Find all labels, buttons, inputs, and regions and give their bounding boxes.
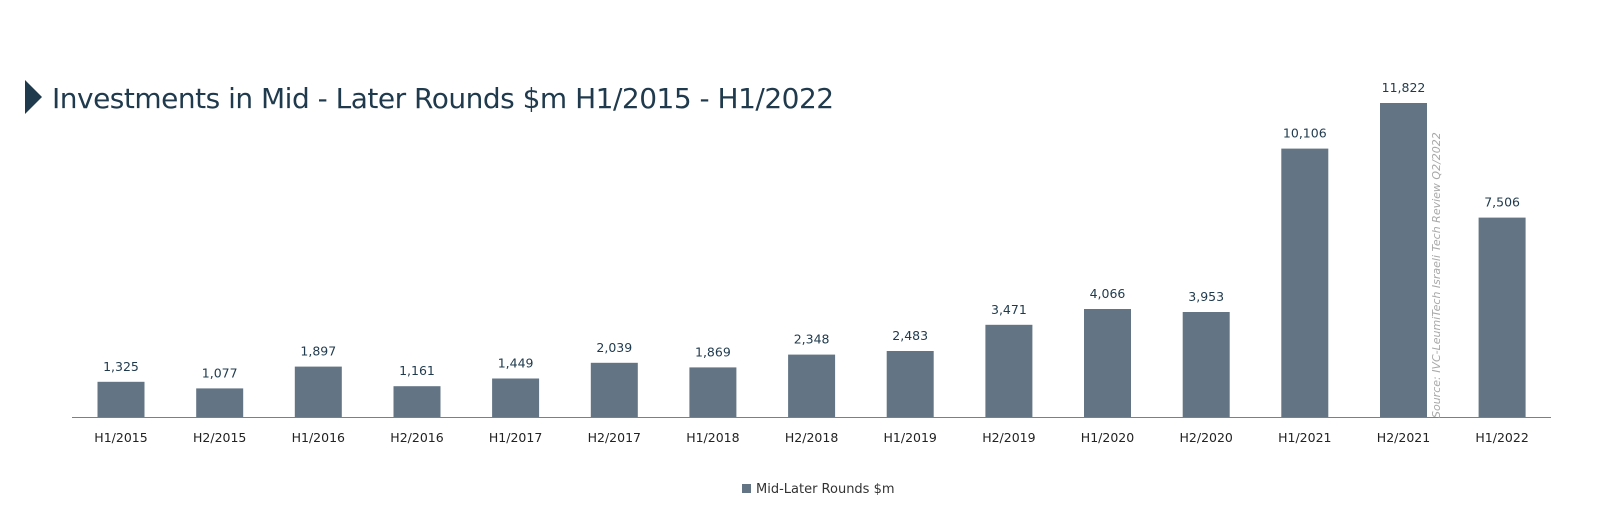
bar-H1-2018 xyxy=(689,367,737,417)
bar-H2-2016 xyxy=(393,386,441,417)
x-tick-label: H1/2017 xyxy=(489,430,542,445)
value-label: 11,822 xyxy=(1382,80,1426,95)
bar-H1-2016 xyxy=(294,366,342,417)
title-marker-icon xyxy=(25,80,42,114)
x-tick-label: H2/2021 xyxy=(1377,430,1430,445)
value-label: 4,066 xyxy=(1090,286,1126,301)
bar-H1-2021 xyxy=(1281,148,1329,417)
legend-swatch xyxy=(742,484,751,493)
x-tick-label: H2/2019 xyxy=(982,430,1035,445)
value-label: 10,106 xyxy=(1283,126,1327,141)
bar-H2-2020 xyxy=(1182,312,1230,417)
bar-H2-2017 xyxy=(590,362,638,417)
x-tick-label: H1/2018 xyxy=(686,430,739,445)
value-label: 3,471 xyxy=(991,302,1027,317)
legend-label: Mid-Later Rounds $m xyxy=(756,482,895,497)
value-label: 2,039 xyxy=(596,340,632,355)
x-tick-label: H2/2015 xyxy=(193,430,246,445)
bar-H1-2019 xyxy=(886,351,934,417)
x-tick-label: H1/2019 xyxy=(884,430,937,445)
value-labels-group: 1,325 1,077 1,897 1,161 1,449 2,039 1,869 2,348… xyxy=(103,80,1520,380)
x-tick-label: H2/2018 xyxy=(785,430,838,445)
bar-H2-2021 xyxy=(1380,103,1427,417)
x-tick-label: H2/2017 xyxy=(588,430,641,445)
value-label: 1,869 xyxy=(695,344,731,359)
x-tick-label: H1/2022 xyxy=(1475,430,1528,445)
bar-H2-2018 xyxy=(788,354,836,417)
value-label: 1,449 xyxy=(498,356,534,371)
bar-H1-2017 xyxy=(492,378,540,417)
x-tick-label: H1/2016 xyxy=(292,430,345,445)
x-tick-label: H1/2015 xyxy=(94,430,147,445)
bar-H1-2015 xyxy=(97,381,145,417)
bar-H1-2022 xyxy=(1478,217,1526,417)
value-label: 1,161 xyxy=(399,363,435,378)
value-label: 2,483 xyxy=(892,328,928,343)
x-tick-label: H2/2016 xyxy=(390,430,443,445)
tick-labels-group: H1/2015 H2/2015 H1/2016 H2/2016 H1/2017 H2/20… xyxy=(94,430,1528,445)
value-label: 7,506 xyxy=(1484,195,1520,210)
x-tick-label: H1/2020 xyxy=(1081,430,1134,445)
bar-H1-2020 xyxy=(1084,309,1131,417)
value-label: 2,348 xyxy=(794,332,830,347)
value-label: 3,953 xyxy=(1188,289,1224,304)
x-tick-label: H2/2020 xyxy=(1180,430,1233,445)
value-label: 1,077 xyxy=(202,365,238,380)
value-label: 1,897 xyxy=(300,344,336,359)
bar-H2-2019 xyxy=(985,324,1033,417)
value-label: 1,325 xyxy=(103,359,139,374)
source-note: Source: IVC-LeumiTech Israeli Tech Revie… xyxy=(1430,132,1443,418)
x-tick-label: H1/2021 xyxy=(1278,430,1331,445)
bars-group xyxy=(97,103,1526,417)
bar-H2-2015 xyxy=(196,388,244,417)
chart-title: Investments in Mid - Later Rounds $m H1/… xyxy=(52,82,834,115)
